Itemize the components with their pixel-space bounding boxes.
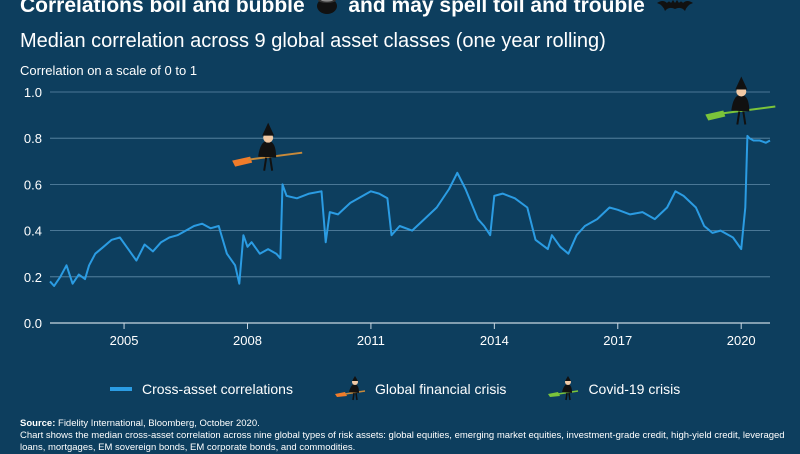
y-tick-label: 0.8 [24,131,42,146]
legend: Cross-asset correlations Global financia… [110,376,720,402]
witch-hat [262,122,275,136]
legend-line-swatch [110,387,132,391]
witch-leg [269,157,274,171]
x-tick-label: 2005 [110,333,139,348]
broom-bristles [705,110,726,121]
y-tick-label: 0.0 [24,316,42,331]
chart-title: Correlations boil and bubble and may spe… [20,0,693,18]
annotations [232,76,776,171]
legend-item-gfc: Global financial crisis [333,376,507,402]
source-note: Source: Fidelity International, Bloomber… [20,418,790,454]
x-tick-label: 2011 [357,333,385,348]
witch-cloak [731,94,750,112]
chart-subtitle: Median correlation across 9 global asset… [20,30,606,52]
series-group [49,134,771,287]
x-tick-label: 2017 [603,333,632,348]
broom-bristles [232,156,253,167]
legend-label-correlations: Cross-asset correlations [142,381,293,397]
series-line [49,134,771,287]
y-ticks: 0.0 0.2 0.4 0.6 0.8 1.0 [24,85,42,331]
x-tick-label: 2008 [233,333,262,348]
x-ticks: 2005 2008 2011 2014 2017 2020 [110,323,756,348]
witch-green-icon [548,376,579,401]
witch-green-annotation [705,76,776,125]
y-tick-label: 1.0 [24,85,42,100]
y-tick-label: 0.2 [24,270,42,285]
y-axis-label: Correlation on a scale of 0 to 1 [20,63,198,78]
title-part2: and may spell toil and trouble [348,0,645,17]
witch-leg [263,157,268,171]
legend-label-covid: Covid-19 crisis [588,381,681,397]
legend-item-covid: Covid-19 crisis [546,376,680,402]
x-tick-label: 2020 [727,333,756,348]
chart-note: Chart shows the median cross-asset corre… [20,430,785,453]
legend-item-correlations: Cross-asset correlations [110,381,293,397]
cauldron-icon [316,0,337,14]
witch-orange-icon [334,376,366,401]
grid [50,91,770,324]
y-tick-label: 0.4 [24,224,42,239]
y-tick-label: 0.6 [24,177,42,192]
witch-hat [735,76,748,90]
witch-cloak [258,140,277,158]
source-text: Fidelity International, Bloomberg, Octob… [58,418,260,429]
x-tick-label: 2014 [480,333,509,348]
bat-icon [656,0,693,11]
legend-label-gfc: Global financial crisis [374,381,507,397]
source-label: Source: [20,418,56,429]
title-part1: Correlations boil and bubble [20,0,305,17]
witch-orange-annotation [232,122,303,171]
line-chart: 0.00.20.40.60.81.0 2005 2008 2011 2014 2017 2… [24,76,776,348]
witch-leg [736,111,741,125]
witch-leg [742,111,747,125]
